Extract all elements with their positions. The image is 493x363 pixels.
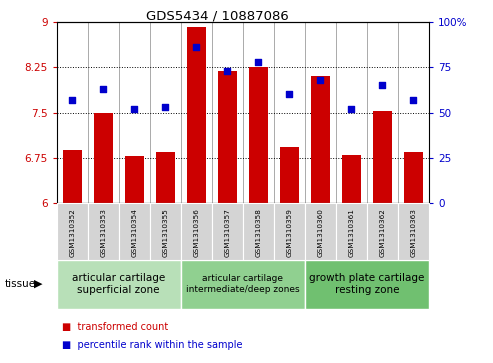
Text: ▶: ▶	[34, 279, 42, 289]
Point	[192, 44, 200, 50]
Bar	[404, 152, 423, 203]
Bar	[336, 203, 367, 260]
Bar	[187, 26, 206, 203]
Text: GSM1310356: GSM1310356	[193, 208, 199, 257]
Bar	[212, 203, 243, 260]
Bar	[342, 155, 361, 203]
Text: articular cartilage
superficial zone: articular cartilage superficial zone	[72, 273, 165, 295]
Bar	[280, 147, 299, 203]
Text: GSM1310362: GSM1310362	[380, 208, 386, 257]
Text: ■  percentile rank within the sample: ■ percentile rank within the sample	[62, 340, 242, 350]
Point	[410, 97, 418, 103]
Bar	[249, 67, 268, 203]
Text: GSM1310352: GSM1310352	[69, 208, 75, 257]
Text: articular cartilage
intermediate/deep zones: articular cartilage intermediate/deep zo…	[186, 274, 300, 294]
Text: GSM1310358: GSM1310358	[255, 208, 261, 257]
Bar	[88, 203, 119, 260]
Point	[285, 91, 293, 97]
Text: GSM1310361: GSM1310361	[349, 208, 354, 257]
Text: GSM1310354: GSM1310354	[131, 208, 137, 257]
Bar	[156, 152, 175, 203]
Bar	[243, 203, 274, 260]
Point	[223, 68, 231, 74]
Bar	[373, 111, 391, 203]
Text: GDS5434 / 10887086: GDS5434 / 10887086	[145, 9, 288, 22]
Bar	[181, 260, 305, 309]
Text: GSM1310357: GSM1310357	[224, 208, 230, 257]
Bar	[125, 156, 143, 203]
Bar	[57, 260, 181, 309]
Bar	[119, 203, 150, 260]
Point	[161, 104, 169, 110]
Text: ■  transformed count: ■ transformed count	[62, 322, 168, 332]
Text: growth plate cartilage
resting zone: growth plate cartilage resting zone	[309, 273, 424, 295]
Bar	[150, 203, 181, 260]
Text: tissue: tissue	[5, 279, 36, 289]
Point	[68, 97, 76, 103]
Bar	[398, 203, 429, 260]
Point	[317, 77, 324, 83]
Bar	[94, 113, 112, 203]
Bar	[305, 260, 429, 309]
Text: GSM1310359: GSM1310359	[286, 208, 292, 257]
Text: GSM1310355: GSM1310355	[162, 208, 168, 257]
Bar	[274, 203, 305, 260]
Point	[99, 86, 107, 92]
Bar	[311, 76, 330, 203]
Point	[254, 59, 262, 65]
Text: GSM1310360: GSM1310360	[317, 208, 323, 257]
Bar	[181, 203, 212, 260]
Bar	[57, 203, 88, 260]
Bar	[367, 203, 398, 260]
Point	[130, 106, 138, 112]
Bar	[218, 72, 237, 203]
Bar	[305, 203, 336, 260]
Point	[348, 106, 355, 112]
Point	[379, 82, 387, 88]
Text: GSM1310363: GSM1310363	[410, 208, 417, 257]
Bar	[63, 150, 81, 203]
Text: GSM1310353: GSM1310353	[100, 208, 106, 257]
